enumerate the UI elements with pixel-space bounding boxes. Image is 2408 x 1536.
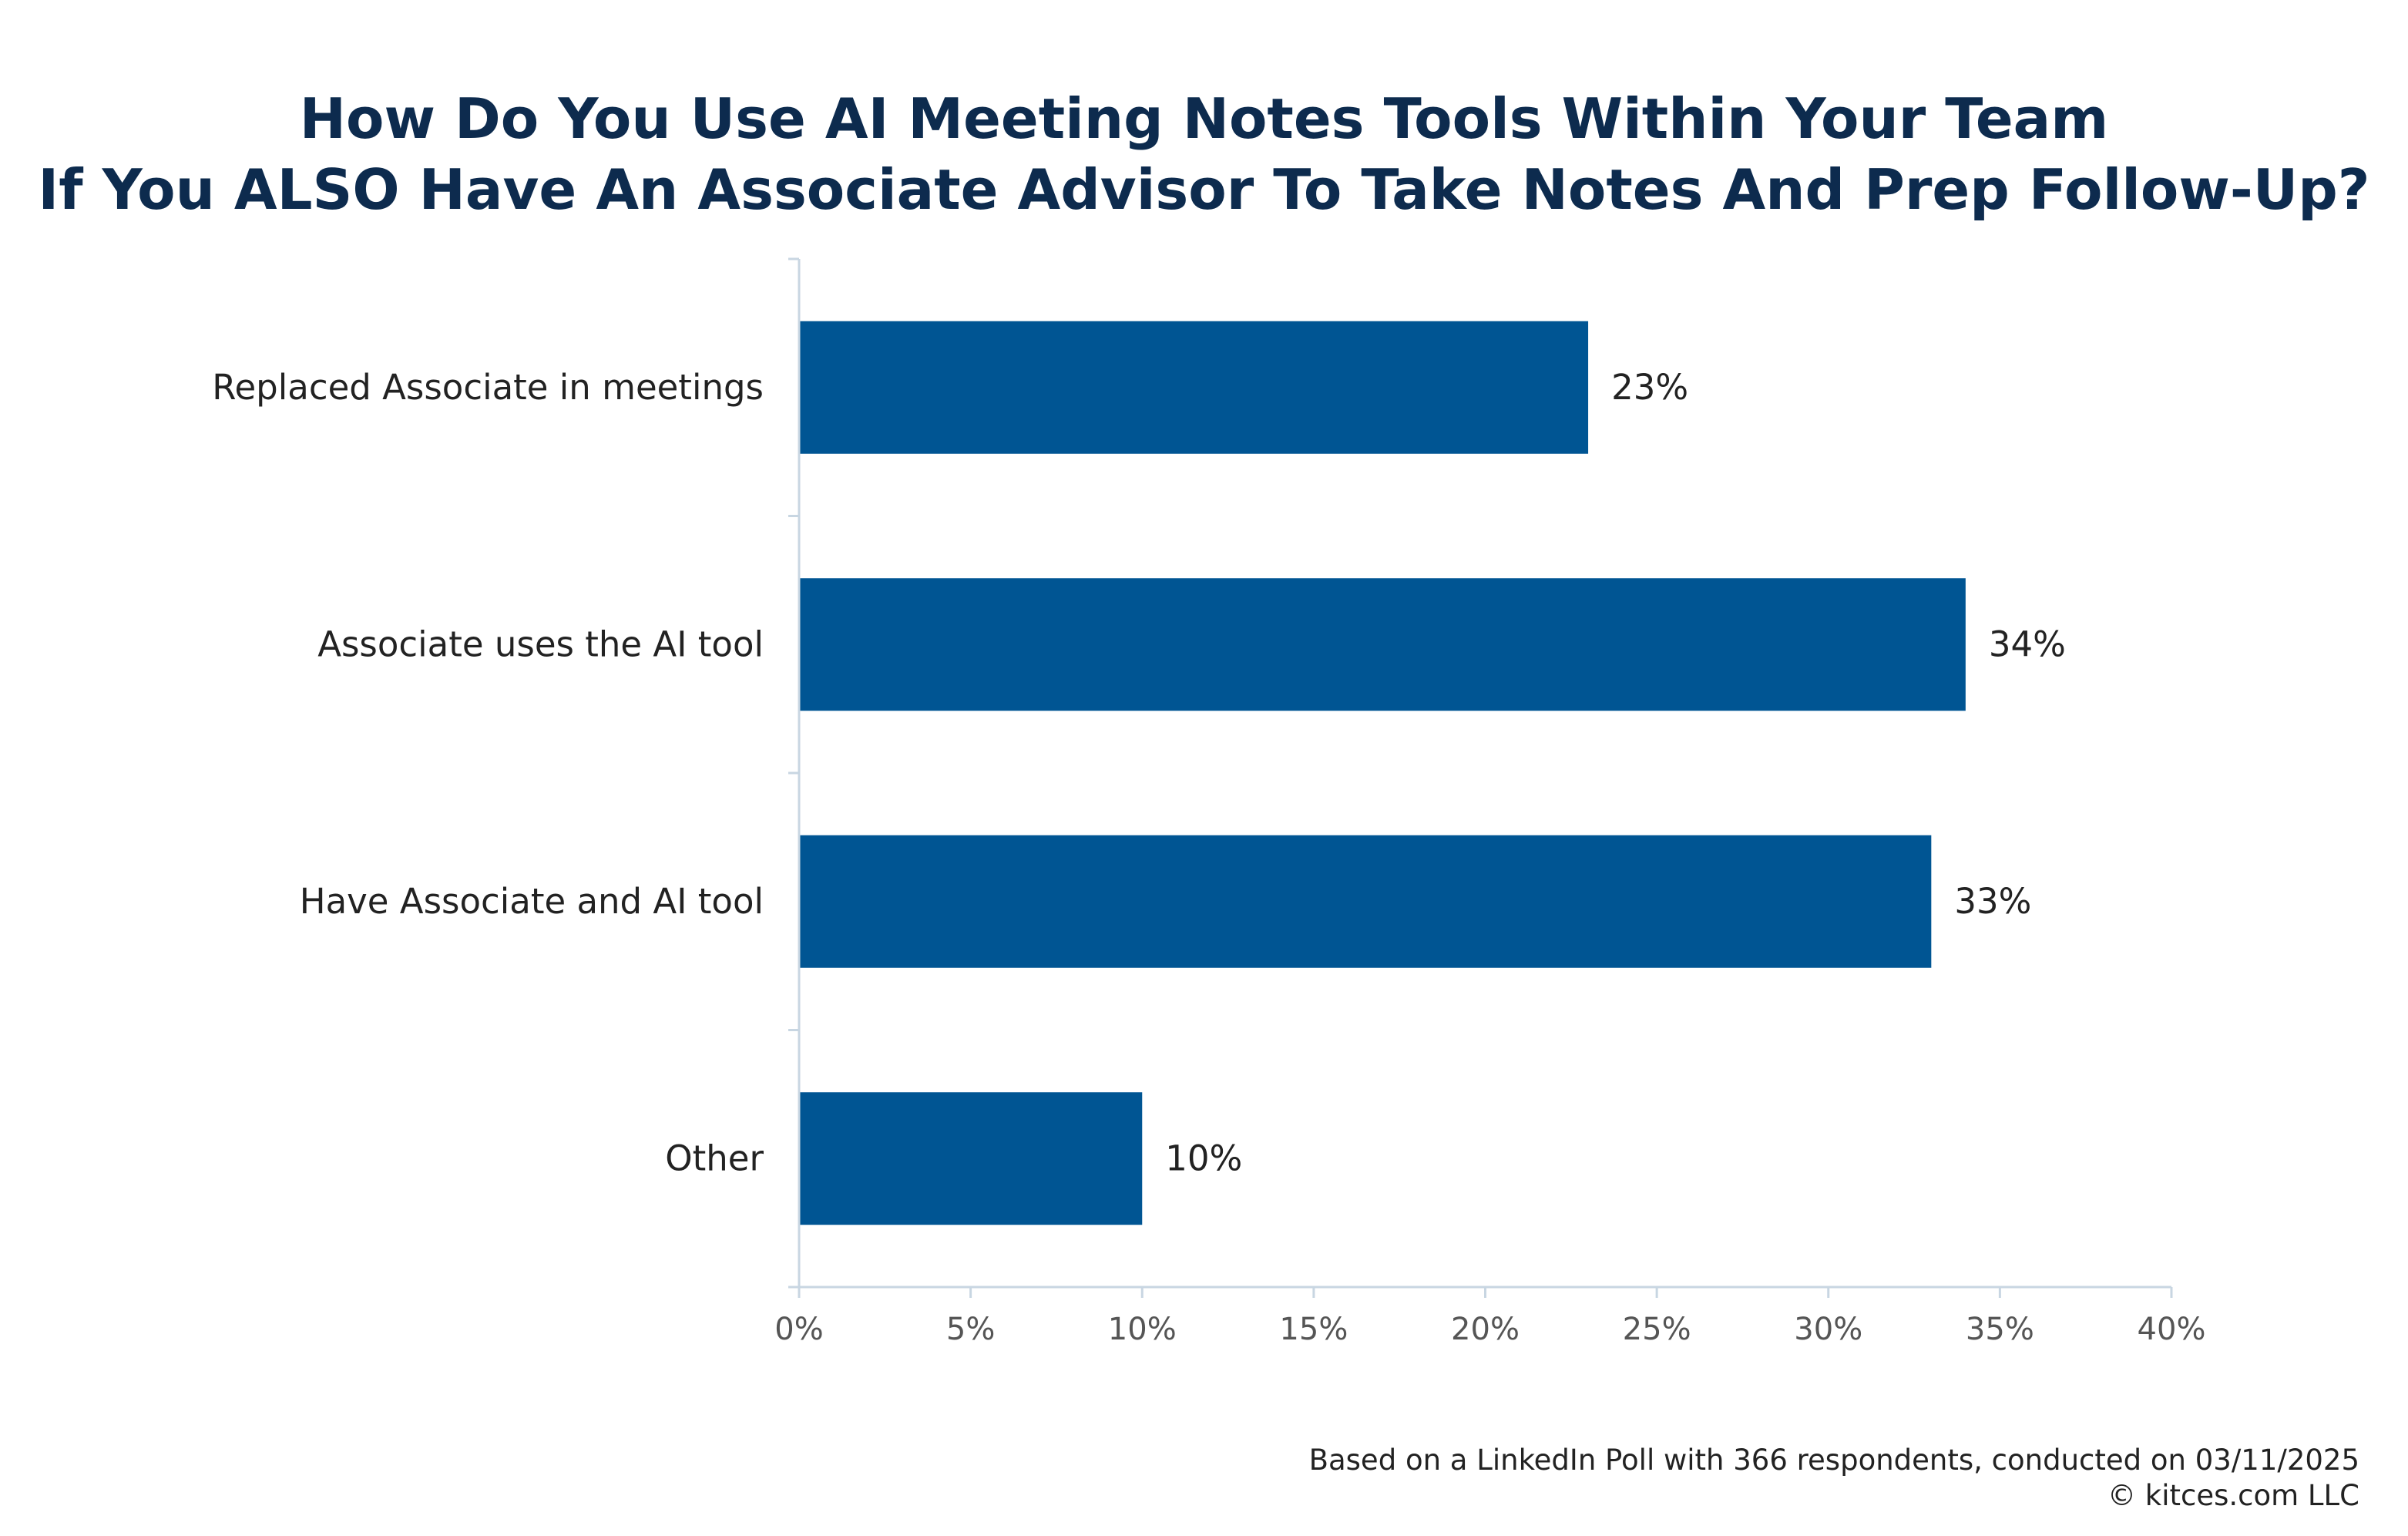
bar bbox=[799, 578, 1966, 711]
bars-group bbox=[799, 321, 1966, 1225]
x-tick-label: 35% bbox=[1966, 1312, 2034, 1347]
bar bbox=[799, 1092, 1143, 1225]
bar bbox=[799, 835, 1932, 968]
x-tick-label: 20% bbox=[1451, 1312, 1520, 1347]
x-tick-label: 10% bbox=[1108, 1312, 1177, 1347]
data-label: 23% bbox=[1611, 367, 1688, 408]
data-label: 34% bbox=[1989, 623, 2066, 664]
x-tick-label: 40% bbox=[2138, 1312, 2206, 1347]
chart-title-line-2: If You ALSO Have An Associate Advisor To… bbox=[38, 157, 2370, 222]
chart-footer: Based on a LinkedIn Poll with 366 respon… bbox=[1309, 1443, 2359, 1514]
labels-group: 0% 5% 10% 15% 20% 25% 30% 35% 40% Replaced Associ… bbox=[212, 367, 2205, 1347]
x-tick-label: 25% bbox=[1623, 1312, 1691, 1347]
source-note: Based on a LinkedIn Poll with 366 respon… bbox=[1308, 1444, 2359, 1477]
category-label: Other bbox=[665, 1138, 764, 1178]
axes-group bbox=[788, 257, 2173, 1298]
x-tick-label: 15% bbox=[1279, 1312, 1348, 1347]
category-label: Replaced Associate in meetings bbox=[212, 367, 764, 408]
x-tick-label: 0% bbox=[774, 1312, 823, 1347]
x-tick-label: 5% bbox=[946, 1312, 995, 1347]
data-label: 10% bbox=[1165, 1138, 1242, 1178]
chart-title-line-1: How Do You Use AI Meeting Notes Tools Wi… bbox=[299, 86, 2109, 151]
chart-title: How Do You Use AI Meeting Notes Tools Wi… bbox=[0, 83, 2408, 225]
category-label: Have Associate and AI tool bbox=[300, 881, 764, 922]
x-tick-label: 30% bbox=[1794, 1312, 1862, 1347]
bar bbox=[799, 321, 1589, 454]
copyright-note: © kitces.com LLC bbox=[2107, 1479, 2359, 1512]
data-label: 33% bbox=[1954, 881, 2031, 922]
category-label: Associate uses the AI tool bbox=[317, 623, 764, 664]
